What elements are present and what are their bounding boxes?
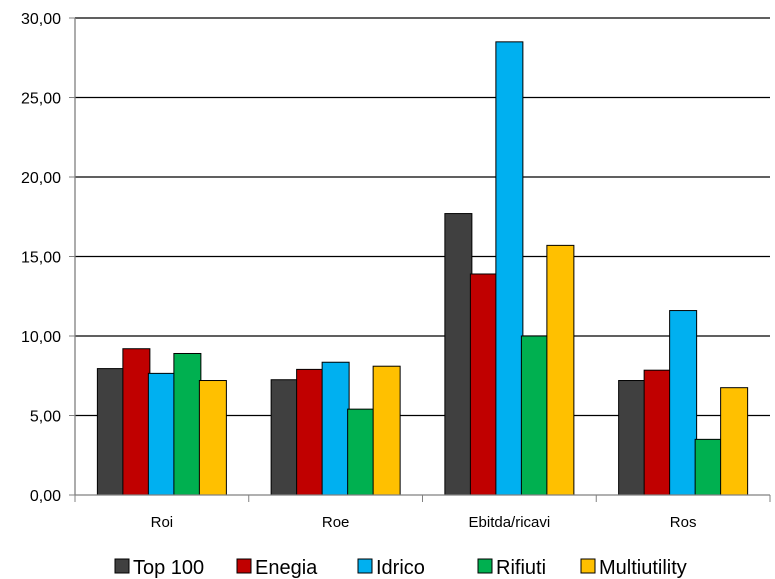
x-category-label: Roi <box>151 514 174 531</box>
y-tick-label: 20,00 <box>21 170 61 187</box>
bar-enegia-roe <box>296 368 325 496</box>
axes <box>74 18 771 502</box>
bar-multiutility-ros <box>720 387 749 496</box>
bar-enegia-roi <box>122 348 151 496</box>
bar-multiutility-roe <box>372 365 401 496</box>
x-category-label: Ebitda/ricavi <box>469 514 551 531</box>
bar-idrico-roe <box>321 361 350 496</box>
bar-top-100-ros <box>618 380 647 496</box>
bar-idrico-ros <box>669 310 698 496</box>
bar-idrico-ebitda-ricavi <box>495 41 524 496</box>
y-tick-label: 25,00 <box>21 91 61 108</box>
legend-swatch <box>236 558 252 574</box>
legend-label: Top 100 <box>133 557 204 579</box>
y-axis-tick-labels: 0,00 5,00 10,00 15,00 20,00 25,00 30,00 <box>21 11 61 505</box>
legend-swatch <box>580 558 596 574</box>
bars <box>96 41 749 496</box>
x-category-label: Ros <box>670 514 697 531</box>
legend-swatch <box>357 558 373 574</box>
bar-top-100-ebitda-ricavi <box>444 213 473 496</box>
legend-swatch <box>477 558 493 574</box>
legend-swatch <box>114 558 130 574</box>
bar-enegia-ebitda-ricavi <box>469 273 498 496</box>
y-tick-label: 10,00 <box>21 329 61 346</box>
y-tick-label: 0,00 <box>30 488 61 505</box>
bar-idrico-roi <box>147 372 176 496</box>
legend: Top 100 Enegia Idrico Rifiuti Multiutility <box>114 557 687 579</box>
bar-multiutility-roi <box>198 380 227 496</box>
y-tick-label: 15,00 <box>21 250 61 267</box>
bar-enegia-ros <box>643 369 672 496</box>
x-axis-category-labels: Roi Roe Ebitda/ricavi Ros <box>151 514 697 531</box>
bar-top-100-roi <box>96 368 125 496</box>
bar-rifiuti-roi <box>173 352 202 496</box>
legend-label: Rifiuti <box>496 557 546 579</box>
y-tick-label: 30,00 <box>21 11 61 28</box>
bar-rifiuti-ebitda-ricavi <box>520 335 549 496</box>
x-category-label: Roe <box>322 514 350 531</box>
legend-label: Enegia <box>255 557 318 579</box>
legend-label: Idrico <box>376 557 425 579</box>
bar-rifiuti-ros <box>694 438 723 496</box>
legend-label: Multiutility <box>599 557 687 579</box>
bar-top-100-roe <box>270 379 299 496</box>
bar-multiutility-ebitda-ricavi <box>546 244 575 496</box>
y-tick-label: 5,00 <box>30 409 61 426</box>
bar-rifiuti-roe <box>347 408 376 496</box>
